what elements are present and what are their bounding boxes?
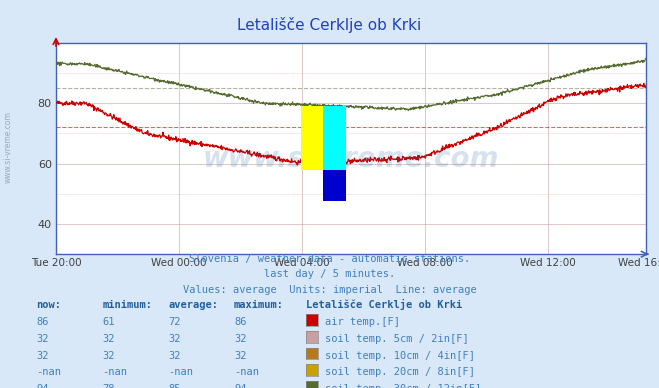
Text: maximum:: maximum: bbox=[234, 300, 284, 310]
Text: average:: average: bbox=[168, 300, 218, 310]
Text: Slovenia / weather data - automatic stations.: Slovenia / weather data - automatic stat… bbox=[189, 254, 470, 264]
Text: soil temp. 5cm / 2in[F]: soil temp. 5cm / 2in[F] bbox=[325, 334, 469, 344]
Text: 32: 32 bbox=[234, 334, 246, 344]
Text: 72: 72 bbox=[168, 317, 181, 327]
Text: Letališče Cerklje ob Krki: Letališče Cerklje ob Krki bbox=[306, 300, 463, 310]
Text: 86: 86 bbox=[36, 317, 49, 327]
FancyBboxPatch shape bbox=[323, 106, 345, 170]
Text: 94: 94 bbox=[36, 384, 49, 388]
Text: now:: now: bbox=[36, 300, 61, 310]
Text: 32: 32 bbox=[234, 350, 246, 360]
Text: 32: 32 bbox=[36, 350, 49, 360]
Text: www.si-vreme.com: www.si-vreme.com bbox=[203, 145, 499, 173]
FancyBboxPatch shape bbox=[323, 170, 345, 201]
Text: 32: 32 bbox=[168, 350, 181, 360]
Text: 32: 32 bbox=[168, 334, 181, 344]
Text: 61: 61 bbox=[102, 317, 115, 327]
Text: -nan: -nan bbox=[234, 367, 259, 377]
Text: soil temp. 20cm / 8in[F]: soil temp. 20cm / 8in[F] bbox=[325, 367, 475, 377]
FancyBboxPatch shape bbox=[301, 106, 323, 170]
Text: last day / 5 minutes.: last day / 5 minutes. bbox=[264, 269, 395, 279]
Text: -nan: -nan bbox=[36, 367, 61, 377]
Text: 94: 94 bbox=[234, 384, 246, 388]
Text: 78: 78 bbox=[102, 384, 115, 388]
Text: Letališče Cerklje ob Krki: Letališče Cerklje ob Krki bbox=[237, 17, 422, 33]
Text: soil temp. 30cm / 12in[F]: soil temp. 30cm / 12in[F] bbox=[325, 384, 481, 388]
Text: 32: 32 bbox=[102, 334, 115, 344]
Text: 32: 32 bbox=[36, 334, 49, 344]
Text: 86: 86 bbox=[234, 317, 246, 327]
Text: soil temp. 10cm / 4in[F]: soil temp. 10cm / 4in[F] bbox=[325, 350, 475, 360]
Text: minimum:: minimum: bbox=[102, 300, 152, 310]
Text: Values: average  Units: imperial  Line: average: Values: average Units: imperial Line: av… bbox=[183, 285, 476, 295]
Text: www.si-vreme.com: www.si-vreme.com bbox=[3, 111, 13, 184]
Text: -nan: -nan bbox=[102, 367, 127, 377]
Text: 32: 32 bbox=[102, 350, 115, 360]
Text: 85: 85 bbox=[168, 384, 181, 388]
Text: -nan: -nan bbox=[168, 367, 193, 377]
Text: air temp.[F]: air temp.[F] bbox=[325, 317, 400, 327]
